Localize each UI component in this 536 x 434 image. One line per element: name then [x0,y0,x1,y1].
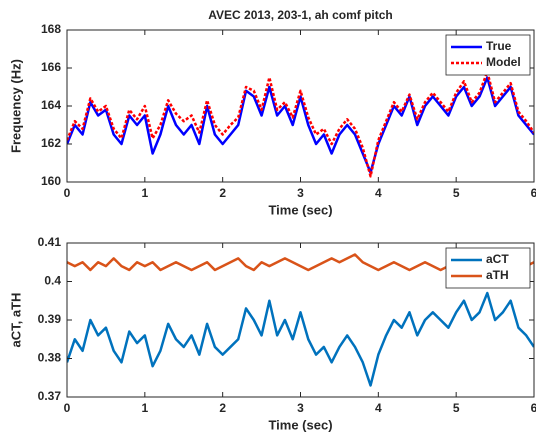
x-tick-label: 1 [141,186,148,200]
y-tick-label: 0.38 [38,351,62,365]
x-tick-label: 3 [297,186,304,200]
x-tick-label: 3 [297,401,304,415]
x-tick-label: 0 [64,186,71,200]
data-line [67,76,534,174]
x-tick-label: 6 [531,401,536,415]
y-axis-label: Frequency (Hz) [8,59,23,153]
x-tick-label: 1 [141,401,148,415]
y-axis-label: aCT, aTH [8,293,23,348]
legend-label: Model [486,55,521,69]
x-tick-label: 0 [64,401,71,415]
y-tick-label: 0.39 [38,312,62,326]
y-tick-label: 164 [41,98,61,112]
legend-box [445,34,531,76]
x-tick-label: 4 [375,401,382,415]
data-line [67,70,534,178]
data-line [67,291,534,387]
legend-label: aTH [486,268,509,282]
y-tick-label: 160 [41,174,61,188]
y-tick-label: 0.4 [44,274,61,288]
chart-title: AVEC 2013, 203-1, ah comf pitch [208,8,393,22]
x-axis-label: Time (sec) [268,417,332,432]
x-tick-label: 4 [375,186,382,200]
x-tick-label: 2 [219,401,226,415]
x-tick-label: 5 [453,186,460,200]
legend-label: aCT [486,252,509,266]
y-tick-label: 162 [41,136,61,150]
x-axis-label: Time (sec) [268,202,332,217]
x-tick-label: 6 [531,186,536,200]
x-tick-label: 2 [219,186,226,200]
y-tick-label: 0.41 [38,235,62,249]
y-tick-label: 168 [41,22,61,36]
legend-label: True [486,39,512,53]
legend-box [445,247,531,289]
x-tick-label: 5 [453,401,460,415]
y-tick-label: 0.37 [38,389,62,403]
y-tick-label: 166 [41,60,61,74]
